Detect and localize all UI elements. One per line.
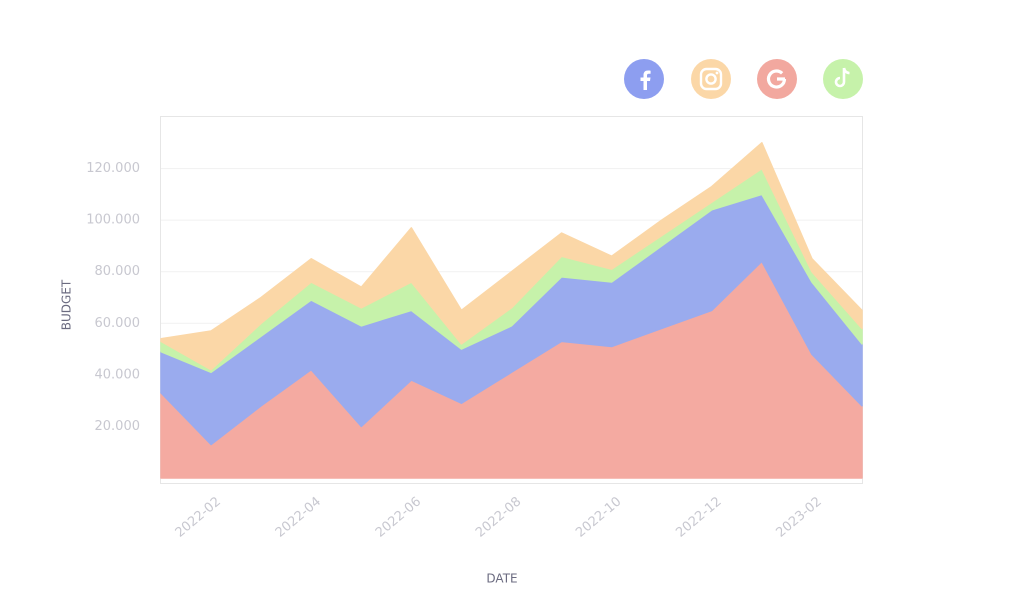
- instagram-glyph: [715, 71, 719, 75]
- x-tick-label: 2023-02: [773, 494, 824, 540]
- area: [160, 142, 863, 371]
- instagram-glyph: [699, 67, 723, 91]
- facebook-glyph: [640, 70, 651, 91]
- y-tick-label: 20.000: [95, 419, 141, 434]
- x-tick-label: 2022-10: [573, 494, 624, 540]
- legend-icons: [624, 59, 863, 99]
- x-tick-label: 2022-12: [673, 494, 724, 540]
- x-tick-label: 2022-04: [273, 494, 324, 540]
- x-tick-label: 2022-06: [373, 494, 424, 540]
- y-tick-label: 60.000: [95, 316, 141, 331]
- x-tick-label: 2022-08: [473, 494, 524, 540]
- plot-frame: [160, 116, 863, 484]
- y-tick-label: 100.000: [86, 213, 140, 228]
- x-tick-label: 2022-02: [173, 494, 224, 540]
- x-axis-title: DATE: [486, 572, 517, 586]
- y-tick-label: 120.000: [86, 161, 140, 176]
- instagram-icon[interactable]: [691, 59, 731, 99]
- y-tick-label: 40.000: [95, 367, 141, 382]
- instagram-glyph: [705, 73, 717, 85]
- y-axis-title: BUDGET: [60, 279, 74, 330]
- y-tick-label: 80.000: [95, 264, 141, 279]
- google-glyph: [766, 69, 787, 89]
- tiktok-glyph: [834, 67, 850, 88]
